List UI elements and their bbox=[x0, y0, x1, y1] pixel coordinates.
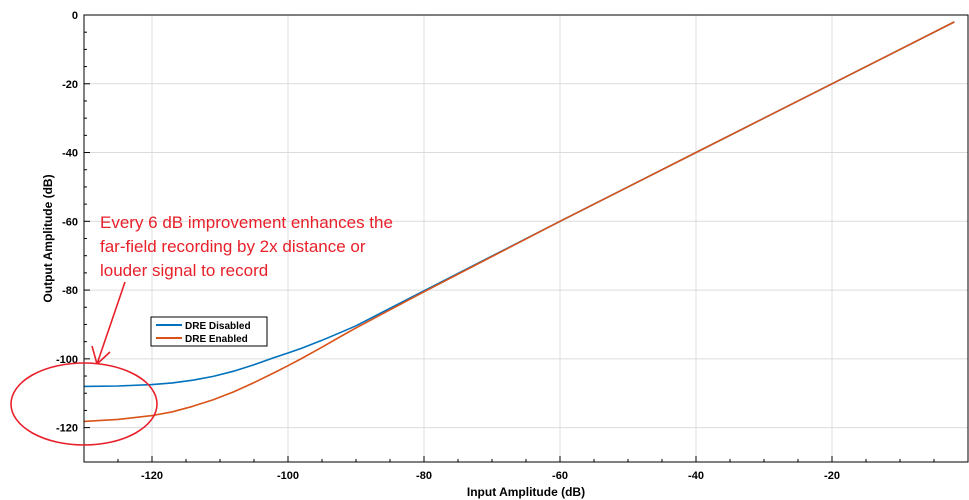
y-tick-label: -40 bbox=[62, 148, 78, 160]
legend-label-dre-disabled: DRE Disabled bbox=[185, 321, 251, 332]
grid bbox=[84, 14, 968, 462]
y-tick-label: -60 bbox=[62, 216, 78, 228]
legend-label-dre-enabled: DRE Enabled bbox=[185, 334, 248, 345]
annotation-highlight-ellipse bbox=[10, 362, 158, 446]
series-line-dre-enabled bbox=[83, 21, 955, 423]
legend-box bbox=[150, 316, 268, 347]
plot-area-frame bbox=[83, 14, 969, 463]
annotation: Every 6 dB improvement enhances the far-… bbox=[10, 213, 393, 446]
x-tick-label: -20 bbox=[824, 470, 840, 482]
series-lines bbox=[83, 21, 955, 423]
y-tick-label: -120 bbox=[56, 423, 78, 435]
annotation-arrow bbox=[91, 281, 126, 365]
x-axis-label: Input Amplitude (dB) bbox=[467, 485, 585, 499]
y-tick-label: -20 bbox=[62, 79, 78, 91]
y-axis-label: Output Amplitude (dB) bbox=[41, 174, 55, 302]
x-tick-label: -80 bbox=[416, 470, 432, 482]
y-tick-label: 0 bbox=[72, 10, 78, 22]
annotation-text-line-2: far-field recording by 2x distance or bbox=[100, 237, 366, 256]
legend: DRE Disabled DRE Enabled bbox=[150, 316, 268, 347]
x-tick-label: -120 bbox=[141, 470, 163, 482]
x-tick-label: -100 bbox=[277, 470, 299, 482]
x-tick-label: -40 bbox=[688, 470, 704, 482]
y-tick-label: -80 bbox=[62, 285, 78, 297]
annotation-text-line-3: louder signal to record bbox=[100, 261, 268, 280]
annotation-text-line-1: Every 6 dB improvement enhances the bbox=[100, 213, 393, 232]
x-tick-label: -60 bbox=[552, 470, 568, 482]
